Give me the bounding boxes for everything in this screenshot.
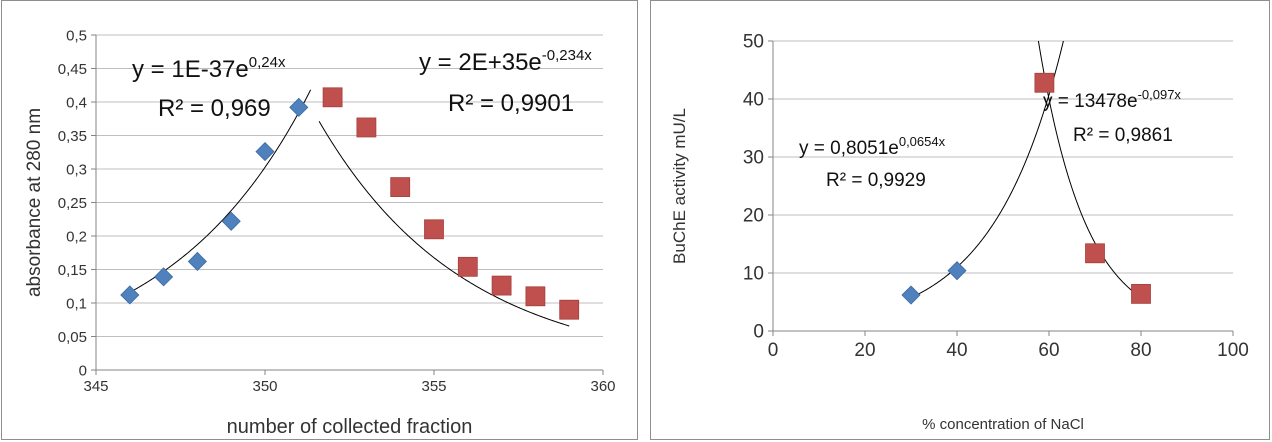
data-point-square	[322, 87, 343, 108]
data-point-diamond	[154, 267, 174, 287]
y-tick-label: 0,15	[58, 262, 87, 279]
y-tick-label: 0,25	[58, 195, 87, 212]
trendline-equation: y = 0,8051e0,0654x	[799, 134, 946, 159]
chart-absorbance-panel: 0 0,05 0,1 0,15 0,2 0,25 0,3 0,35 0,4 0,45 0,5 345 3…	[1, 0, 638, 440]
trendline	[318, 120, 570, 327]
data-point-diamond	[221, 211, 241, 231]
trendline-r-squared: R² = 0,9861	[1073, 125, 1173, 146]
y-tick-label: 0,35	[58, 128, 87, 145]
y-tick-label: 0	[79, 362, 87, 379]
y-tick-label: 0,45	[58, 61, 87, 78]
y-tick-label: 0,4	[66, 94, 87, 111]
y-tick-label: 0,1	[66, 295, 87, 312]
x-tick-label: 100	[1217, 340, 1249, 361]
data-point-diamond	[120, 285, 140, 305]
x-tick-label: 20	[854, 340, 875, 361]
y-tick-label: 0,3	[66, 161, 87, 178]
y-axis-title: BuChE activity mU/L	[670, 108, 689, 264]
y-tick-label: 20	[743, 206, 764, 227]
data-point-diamond	[901, 285, 921, 305]
y-tick-label: 50	[743, 32, 764, 53]
data-point-square	[457, 256, 478, 277]
data-point-diamond	[289, 97, 309, 117]
data-point-square	[1131, 283, 1151, 304]
x-tick-label: 350	[252, 378, 277, 395]
x-axis-title: % concentration of NaCl	[922, 416, 1084, 433]
data-point-diamond	[255, 142, 275, 162]
y-tick-label: 0,05	[58, 329, 87, 346]
x-tick-label: 80	[1130, 340, 1151, 361]
chart-absorbance: 0 0,05 0,1 0,15 0,2 0,25 0,3 0,35 0,4 0,45 0,5 345 3…	[24, 27, 616, 438]
y-tick-label: 0	[753, 322, 764, 343]
x-tick-label: 60	[1038, 340, 1059, 361]
x-tick-label: 40	[946, 340, 967, 361]
data-point-square	[559, 299, 580, 320]
trendline	[910, 41, 1064, 299]
trendline-r-squared: R² = 0,969	[158, 95, 271, 122]
data-point-square	[525, 286, 546, 307]
data-point-square	[390, 177, 411, 197]
y-tick-label: 10	[743, 264, 764, 285]
trendline-r-squared: R² = 0,9929	[826, 170, 926, 191]
x-tick-label: 355	[421, 378, 446, 395]
trendline	[1037, 41, 1142, 299]
trendline-r-squared: R² = 0,9901	[448, 90, 574, 117]
trendline-equation: y = 13478e-0,097x	[1043, 87, 1181, 112]
x-tick-label: 360	[590, 378, 615, 395]
data-point-square	[491, 275, 512, 296]
data-point-square	[1085, 243, 1105, 264]
y-tick-label: 30	[743, 148, 764, 169]
chart-buche-panel: 0 10 20 30 40 50 0 20 40 60 80 100 % concentration o…	[650, 0, 1270, 440]
trendline-equation: y = 2E+35e-0,234x	[419, 47, 592, 76]
x-tick-label: 0	[768, 340, 779, 361]
data-point-square	[1034, 72, 1055, 93]
data-point-diamond	[947, 261, 967, 281]
x-tick-label: 345	[83, 378, 108, 395]
trendline-equation: y = 1E-37e0,24x	[132, 54, 286, 83]
y-tick-label: 0,5	[66, 27, 87, 44]
y-tick-label: 40	[743, 90, 764, 111]
data-point-square	[424, 219, 444, 240]
x-axis-title: number of collected fraction	[227, 416, 473, 438]
chart-buche-activity: 0 10 20 30 40 50 0 20 40 60 80 100 % concentration o…	[670, 32, 1249, 433]
data-point-square	[356, 117, 377, 138]
y-tick-label: 0,2	[66, 228, 87, 245]
y-axis-title: absorbance at 280 nm	[24, 108, 45, 297]
data-point-diamond	[187, 251, 207, 272]
